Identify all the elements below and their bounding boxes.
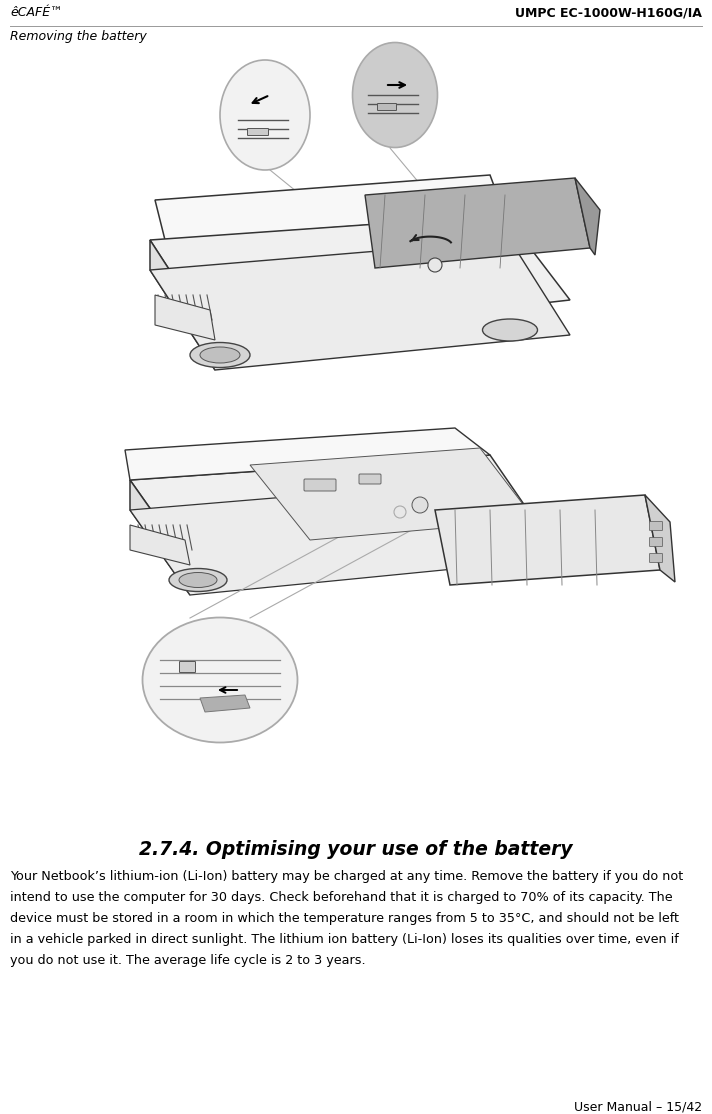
Text: 2.7.4. Optimising your use of the battery: 2.7.4. Optimising your use of the batter…	[139, 840, 573, 859]
Polygon shape	[130, 525, 190, 565]
Ellipse shape	[200, 346, 240, 363]
Text: Your Netbook’s lithium-ion (Li-Ion) battery may be charged at any time. Remove t: Your Netbook’s lithium-ion (Li-Ion) batt…	[10, 870, 684, 883]
Text: you do not use it. The average life cycle is 2 to 3 years.: you do not use it. The average life cycl…	[10, 954, 366, 967]
FancyBboxPatch shape	[179, 662, 196, 673]
Polygon shape	[200, 695, 250, 712]
FancyBboxPatch shape	[649, 521, 662, 530]
Text: User Manual – 15/42: User Manual – 15/42	[574, 1100, 702, 1113]
Ellipse shape	[179, 573, 217, 587]
Text: device must be stored in a room in which the temperature ranges from 5 to 35°C, : device must be stored in a room in which…	[10, 912, 679, 925]
Ellipse shape	[190, 342, 250, 368]
Polygon shape	[645, 495, 675, 582]
FancyBboxPatch shape	[304, 479, 336, 491]
Polygon shape	[130, 480, 190, 595]
Ellipse shape	[479, 548, 531, 568]
Polygon shape	[130, 455, 545, 565]
Ellipse shape	[169, 568, 227, 592]
Polygon shape	[125, 428, 490, 480]
FancyBboxPatch shape	[248, 128, 268, 136]
Text: UMPC EC-1000W-H160G/IA: UMPC EC-1000W-H160G/IA	[515, 6, 702, 19]
Text: Removing the battery: Removing the battery	[10, 30, 147, 43]
Ellipse shape	[483, 319, 538, 341]
Polygon shape	[365, 178, 590, 268]
Polygon shape	[435, 495, 660, 585]
FancyBboxPatch shape	[649, 554, 662, 563]
Polygon shape	[575, 178, 600, 255]
Ellipse shape	[142, 617, 298, 743]
Circle shape	[428, 258, 442, 272]
FancyBboxPatch shape	[377, 104, 397, 110]
Polygon shape	[155, 295, 215, 340]
Polygon shape	[250, 448, 535, 540]
Ellipse shape	[220, 60, 310, 170]
Polygon shape	[150, 240, 215, 370]
Ellipse shape	[352, 42, 437, 147]
Polygon shape	[155, 175, 505, 240]
Polygon shape	[130, 480, 545, 595]
Text: in a vehicle parked in direct sunlight. The lithium ion battery (Li-Ion) loses i: in a vehicle parked in direct sunlight. …	[10, 934, 679, 946]
FancyBboxPatch shape	[359, 473, 381, 483]
FancyBboxPatch shape	[649, 537, 662, 547]
Polygon shape	[150, 215, 570, 340]
Polygon shape	[150, 240, 570, 370]
Text: intend to use the computer for 30 days. Check beforehand that it is charged to 7: intend to use the computer for 30 days. …	[10, 891, 673, 903]
Circle shape	[412, 497, 428, 514]
Text: êCAFÉ™: êCAFÉ™	[10, 6, 63, 19]
